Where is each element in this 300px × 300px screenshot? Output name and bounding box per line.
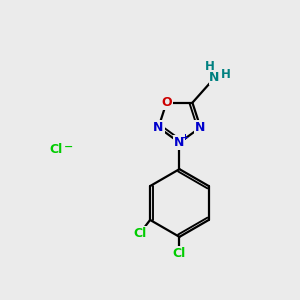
Text: Cl: Cl bbox=[49, 143, 62, 157]
Text: Cl: Cl bbox=[173, 247, 186, 260]
Text: O: O bbox=[161, 96, 172, 109]
Text: N: N bbox=[153, 121, 164, 134]
Text: −: − bbox=[64, 142, 74, 152]
Text: N: N bbox=[174, 136, 184, 149]
Text: +: + bbox=[181, 133, 188, 142]
Text: N: N bbox=[195, 121, 206, 134]
Text: H: H bbox=[205, 60, 215, 73]
Text: Cl: Cl bbox=[133, 227, 146, 240]
Text: N: N bbox=[209, 71, 220, 84]
Text: H: H bbox=[221, 68, 231, 81]
